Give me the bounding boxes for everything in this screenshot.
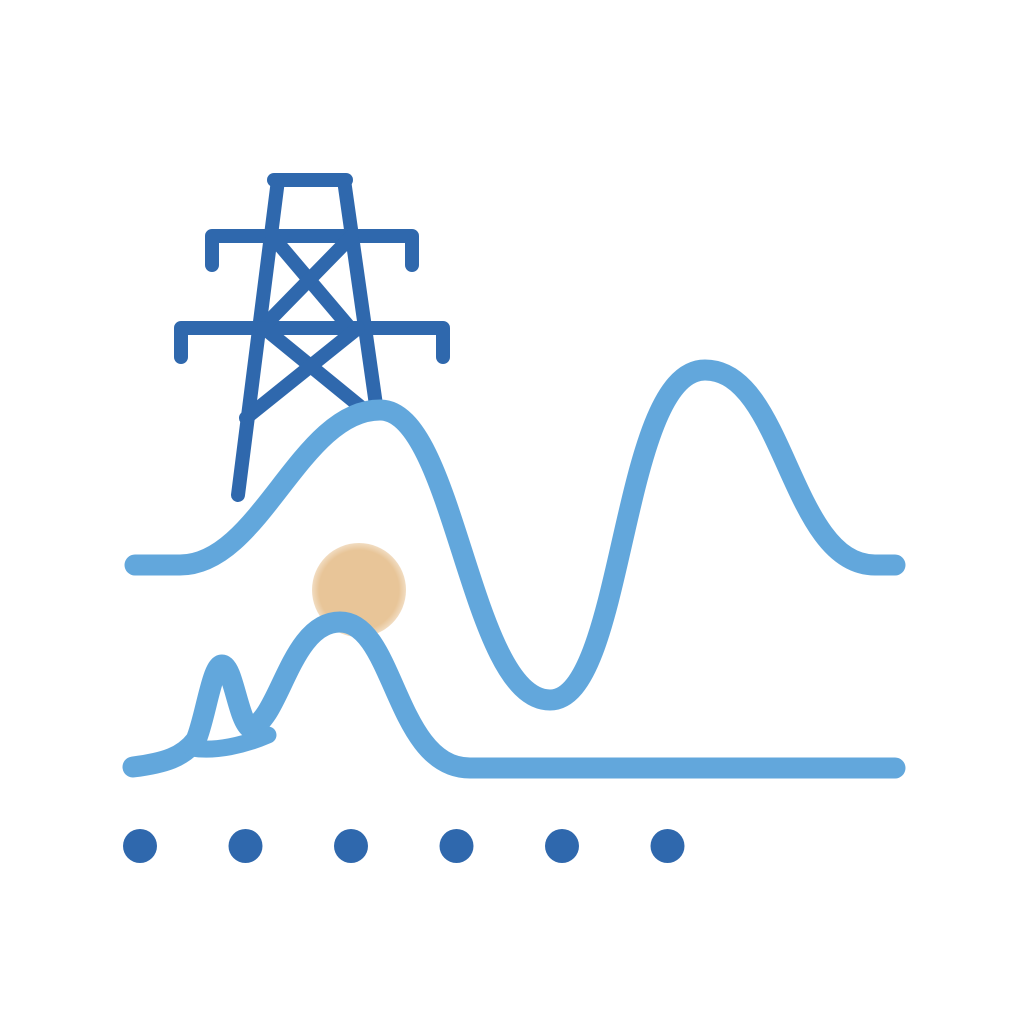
dot-6 [650,829,685,863]
transmission-tower-icon [174,173,450,502]
lower-wave-line [122,611,906,779]
dot-5 [545,829,579,863]
dot-4 [439,829,474,863]
upper-wave-line [124,359,906,711]
dot-1 [123,829,157,863]
dot-3 [334,829,368,863]
dot-2 [228,829,263,863]
dot-row [123,829,685,863]
lower-wave-return [183,726,277,758]
